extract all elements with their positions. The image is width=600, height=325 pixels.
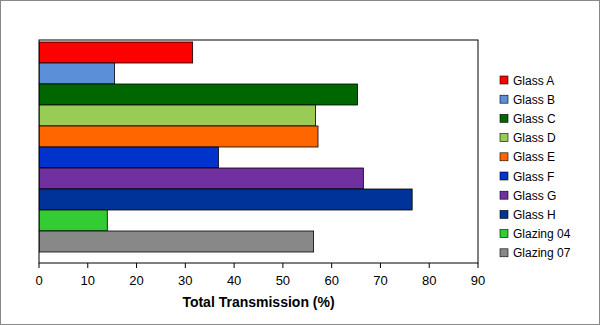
bar [39,189,412,210]
x-tick [429,263,430,268]
x-tick [331,263,332,268]
x-tick [282,263,283,268]
chart-border [1,1,600,325]
x-tick-label: 0 [35,273,42,288]
bar [39,105,316,126]
legend-swatch [500,95,508,103]
legend-swatch [500,210,508,218]
bar [39,126,318,147]
legend-label: Glass B [513,93,555,107]
legend-label: Glass C [513,112,556,126]
x-tick [478,263,479,268]
bar [39,168,363,189]
legend-swatch [500,172,508,180]
bar [39,84,358,105]
legend-swatch [500,191,508,199]
legend-swatch [500,153,508,161]
legend-label: Glazing 04 [513,227,571,241]
legend-label: Glass F [513,170,554,184]
bar [39,42,193,63]
legend-label: Glass A [513,74,554,88]
x-tick [234,263,235,268]
legend-swatch [500,230,508,238]
legend-swatch [500,76,508,84]
x-tick-label: 80 [422,273,436,288]
bar [39,63,115,84]
bar [39,231,314,252]
legend-swatch [500,114,508,122]
bars [39,42,412,252]
legend-label: Glazing 07 [513,246,571,260]
x-tick [185,263,186,268]
x-tick [136,263,137,268]
x-tick-label: 30 [178,273,192,288]
legend-label: Glass G [513,189,556,203]
legend-swatch [500,134,508,142]
x-tick-label: 10 [81,273,95,288]
x-tick [380,263,381,268]
x-tick [87,263,88,268]
x-axis-label: Total Transmission (%) [182,294,334,310]
x-tick [39,263,40,268]
legend-label: Glass E [513,150,555,164]
x-tick-label: 20 [129,273,143,288]
chart: 0 10 20 30 40 50 60 70 80 90 Total Transmission (%… [0,0,600,325]
legend-label: Glass H [513,208,556,222]
bar [39,210,107,231]
plot-frame [39,40,478,263]
x-tick-label: 70 [373,273,387,288]
x-tick-label: 90 [471,273,485,288]
legend-label: Glass D [513,131,556,145]
x-tick-label: 50 [276,273,290,288]
legend-swatch [500,249,508,257]
x-tick-label: 60 [324,273,338,288]
x-tick-label: 40 [227,273,241,288]
bar [39,147,219,168]
